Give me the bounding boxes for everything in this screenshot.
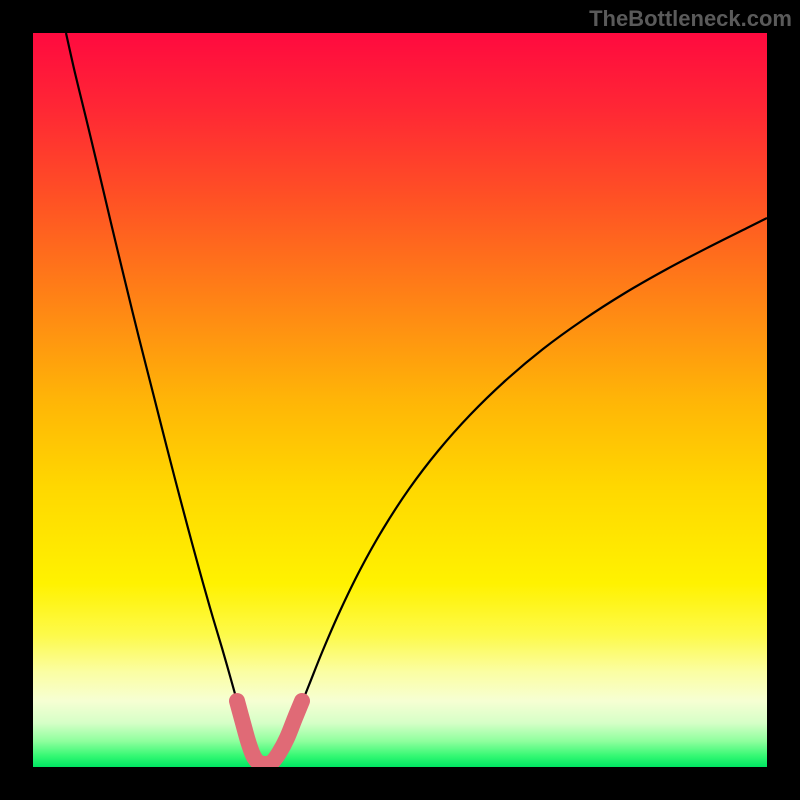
plot-area: [33, 33, 767, 767]
right-curve: [265, 218, 767, 764]
valley-marker: [237, 701, 302, 764]
left-curve: [66, 33, 265, 764]
watermark: TheBottleneck.com: [589, 6, 792, 32]
plot-svg: [33, 33, 767, 767]
